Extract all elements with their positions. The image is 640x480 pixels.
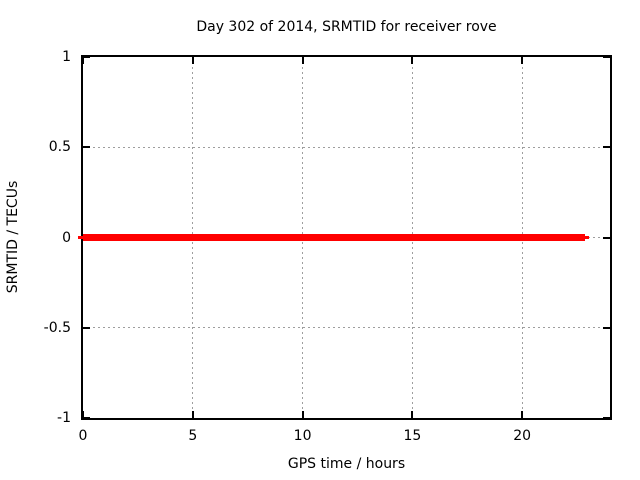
y-tick-label: 0.5 (48, 139, 71, 156)
tick-x-bottom-20 (521, 411, 524, 418)
tick-x-top-20 (521, 57, 524, 64)
plot-area (81, 55, 612, 420)
tick-y-right--1 (603, 417, 610, 419)
y-tick-label: -0.5 (43, 319, 71, 336)
x-tick-label: 20 (513, 428, 532, 444)
x-tick-label: 5 (188, 428, 198, 444)
x-axis-title: GPS time / hours (287, 456, 406, 472)
tick-y-right-0 (603, 236, 610, 239)
gridline-y-0.5 (83, 146, 610, 148)
y-tick-label: 1 (62, 49, 71, 65)
tick-x-bottom-10 (301, 411, 304, 418)
chart-title: Day 302 of 2014, SRMTID for receiver rov… (196, 19, 497, 35)
tick-x-top-10 (301, 57, 304, 64)
series-line-start-nub (78, 236, 83, 239)
tick-y-right-1 (603, 56, 610, 58)
tick-y-left-1 (83, 56, 90, 58)
tick-x-top-5 (191, 57, 194, 64)
tick-x-top-0 (82, 57, 84, 64)
x-tick-label: 15 (403, 428, 422, 444)
x-tick-label: 0 (78, 428, 88, 444)
tick-y-left-0.5 (83, 146, 90, 149)
gridline-y--0.5 (83, 327, 610, 329)
tick-x-top-15 (411, 57, 414, 64)
tick-y-right--0.5 (603, 326, 610, 329)
tick-y-left--1 (83, 417, 90, 419)
series-line-end-cap (584, 236, 589, 239)
x-tick-label: 10 (293, 428, 312, 444)
tick-x-bottom-15 (411, 411, 414, 418)
tick-y-left--0.5 (83, 326, 90, 329)
tick-x-bottom-0 (82, 411, 84, 418)
tick-x-bottom-5 (191, 411, 194, 418)
tick-y-right-0.5 (603, 146, 610, 149)
y-tick-label: -1 (57, 410, 71, 426)
series-line-srmtid (83, 234, 585, 241)
y-tick-label: 0 (62, 229, 71, 246)
